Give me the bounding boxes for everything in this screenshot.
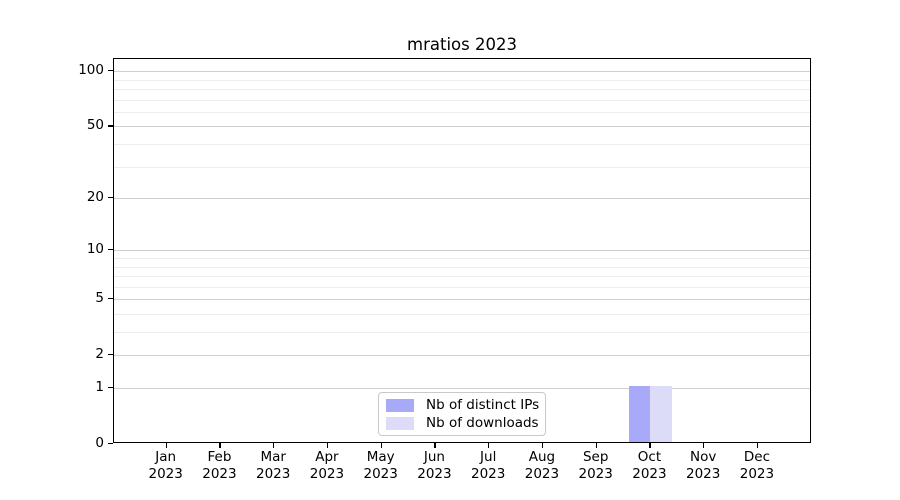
- gridline-major: [114, 126, 810, 128]
- x-tick-label: Jun 2023: [417, 449, 452, 482]
- bar-distinct-ips: [628, 386, 651, 442]
- x-tickmark: [434, 443, 436, 448]
- x-tick-label: Mar 2023: [256, 449, 291, 482]
- gridline-minor: [114, 286, 810, 288]
- legend-item-distinct-ips: Nb of distinct IPs: [386, 397, 540, 413]
- gridline-major: [114, 299, 810, 301]
- x-tick-label: Dec 2023: [739, 449, 775, 482]
- x-tick-label: Apr 2023: [309, 449, 345, 482]
- gridline-major: [114, 355, 810, 357]
- x-tick-label: Oct 2023: [632, 449, 667, 482]
- y-tickmark: [108, 125, 113, 127]
- gridline-minor: [114, 332, 810, 334]
- y-tick-label: 10: [86, 240, 104, 257]
- y-tick-label: 2: [95, 345, 104, 362]
- gridline-minor: [114, 99, 810, 101]
- y-tickmark: [108, 443, 113, 445]
- gridline-minor: [114, 266, 810, 268]
- y-tick-label: 50: [86, 116, 104, 133]
- x-tick-label: May 2023: [363, 449, 398, 482]
- y-tick-label: 100: [78, 61, 104, 78]
- gridline-minor: [114, 144, 810, 146]
- x-tickmark: [756, 443, 759, 448]
- chart-title: mratios 2023: [407, 35, 517, 54]
- legend-label-downloads: Nb of downloads: [426, 415, 539, 431]
- x-tickmark: [541, 443, 544, 448]
- gridline-minor: [114, 89, 810, 91]
- y-tickmark: [108, 298, 113, 300]
- gridline-major: [114, 250, 810, 252]
- gridline-major: [114, 198, 810, 200]
- x-tickmark: [488, 443, 490, 448]
- y-tick-label: 5: [95, 289, 104, 306]
- y-tickmark: [108, 387, 113, 389]
- x-tickmark: [165, 443, 167, 448]
- x-tickmark: [380, 443, 382, 448]
- x-tickmark: [273, 443, 275, 448]
- x-tick-label: Nov 2023: [686, 449, 721, 482]
- plot-area: [113, 58, 811, 443]
- x-tickmark: [703, 443, 705, 448]
- gridline-major: [114, 71, 810, 73]
- y-tickmark: [108, 197, 113, 199]
- y-tickmark: [108, 249, 113, 251]
- x-tickmark: [326, 443, 329, 448]
- x-tick-label: Feb 2023: [202, 449, 237, 482]
- x-tick-label: Aug 2023: [524, 449, 560, 482]
- gridline-minor: [114, 111, 810, 113]
- x-tickmark: [595, 443, 597, 448]
- legend-item-downloads: Nb of downloads: [386, 415, 539, 431]
- legend-swatch-distinct-ips-icon: [386, 398, 414, 412]
- x-tick-label: Jul 2023: [471, 449, 506, 482]
- y-tickmark: [108, 70, 113, 72]
- gridline-minor: [114, 79, 810, 81]
- bar-downloads: [650, 386, 672, 442]
- legend: Nb of distinct IPs Nb of downloads: [378, 392, 546, 436]
- y-tick-label: 1: [95, 378, 104, 395]
- y-tick-label: 0: [95, 434, 104, 451]
- legend-label-distinct-ips: Nb of distinct IPs: [426, 397, 540, 413]
- y-tickmark: [108, 354, 113, 356]
- gridline-minor: [114, 258, 810, 259]
- x-tickmark: [219, 443, 221, 448]
- gridline-major: [114, 388, 810, 389]
- gridline-minor: [114, 313, 810, 315]
- x-tickmark: [649, 443, 651, 448]
- x-tick-label: Jan 2023: [148, 449, 183, 482]
- legend-swatch-downloads-icon: [386, 416, 414, 430]
- y-tick-label: 20: [86, 188, 104, 205]
- gridline-minor: [114, 276, 810, 278]
- gridline-minor: [114, 166, 810, 168]
- x-tick-label: Sep 2023: [578, 449, 613, 482]
